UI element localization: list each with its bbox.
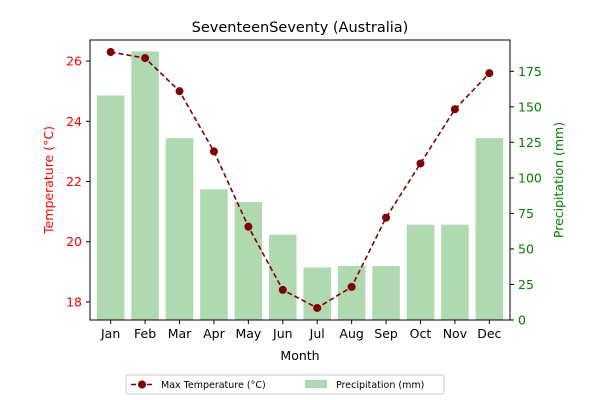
precipitation-bar-jul [303,267,331,320]
precipitation-bar-mar [165,138,194,320]
y-axis-left-label: Temperature (°C) [41,126,56,235]
temperature-point-feb [141,54,150,63]
plot-frame [89,39,511,321]
x-tick-label: Sep [374,326,398,341]
y-right-tick-label: 25 [518,277,534,292]
y-left-tick-label: 20 [66,234,82,249]
precipitation-bar-apr [200,189,228,320]
x-axis: Jan Feb Mar Apr May Jun Jul Aug Sep Oct Nov Dec [100,320,502,341]
temperature-line [106,48,494,312]
y-right-tick-label: 100 [518,170,542,185]
y-axis-right: 0 25 50 75 100 125 150 175 [510,64,542,328]
y-right-tick-label: 0 [518,313,526,328]
temperature-series-line [110,51,490,309]
chart-title: SeventeenSeventy (Australia) [192,20,409,36]
x-tick-label: Aug [339,326,363,341]
temperature-point-jun [278,285,287,294]
x-axis-label: Month [280,348,319,363]
y-right-tick-label: 75 [518,206,534,221]
precipitation-bar-may [234,202,263,320]
x-tick-label: Mar [168,326,192,341]
precipitation-bar-jan [96,95,125,320]
y-axis-right-label: Precipitation (mm) [551,122,566,238]
x-tick-label: Jan [100,326,120,341]
y-left-tick-label: 18 [66,294,82,309]
temperature-point-dec [485,69,494,78]
temperature-point-jan [106,48,115,57]
legend-line-marker [138,380,146,389]
y-right-tick-label: 50 [518,241,534,256]
temperature-point-may [244,222,253,231]
y-left-tick-label: 24 [66,114,82,129]
y-left-tick-label: 26 [66,54,82,69]
legend: Max Temperature (°C) Precipitation (mm) [125,374,445,395]
x-tick-label: Feb [134,326,156,341]
legend-bar-swatch [305,380,327,388]
x-tick-label: Dec [477,326,501,341]
precipitation-bar-jun [269,234,297,320]
y-right-tick-label: 125 [518,135,542,150]
temperature-point-aug [347,282,356,291]
precipitation-bar-nov [441,224,469,320]
temperature-point-jul [313,303,322,312]
precipitation-bars [96,51,504,321]
y-right-tick-label: 150 [518,99,542,114]
precipitation-bar-feb [131,51,159,321]
x-tick-label: May [235,326,261,341]
legend-frame [125,374,445,395]
temperature-point-mar [175,87,184,96]
legend-label-temperature: Max Temperature (°C) [161,380,266,391]
precipitation-bar-oct [406,224,435,320]
precipitation-bar-dec [475,138,504,320]
y-right-tick-label: 175 [518,64,542,79]
x-tick-label: Jun [272,326,293,341]
legend-label-precipitation: Precipitation (mm) [336,380,424,391]
temperature-point-oct [416,159,425,168]
precipitation-bar-aug [337,265,366,320]
temperature-point-nov [450,105,459,114]
x-tick-label: Oct [410,326,432,341]
x-tick-label: Jul [309,326,325,341]
y-left-tick-label: 22 [66,174,82,189]
precipitation-bar-sep [372,265,400,320]
y-axis-left: 18 20 22 24 26 [66,54,90,309]
x-tick-label: Apr [203,326,225,341]
x-tick-label: Nov [443,326,468,341]
temperature-point-apr [209,147,218,156]
temperature-point-sep [382,213,391,222]
